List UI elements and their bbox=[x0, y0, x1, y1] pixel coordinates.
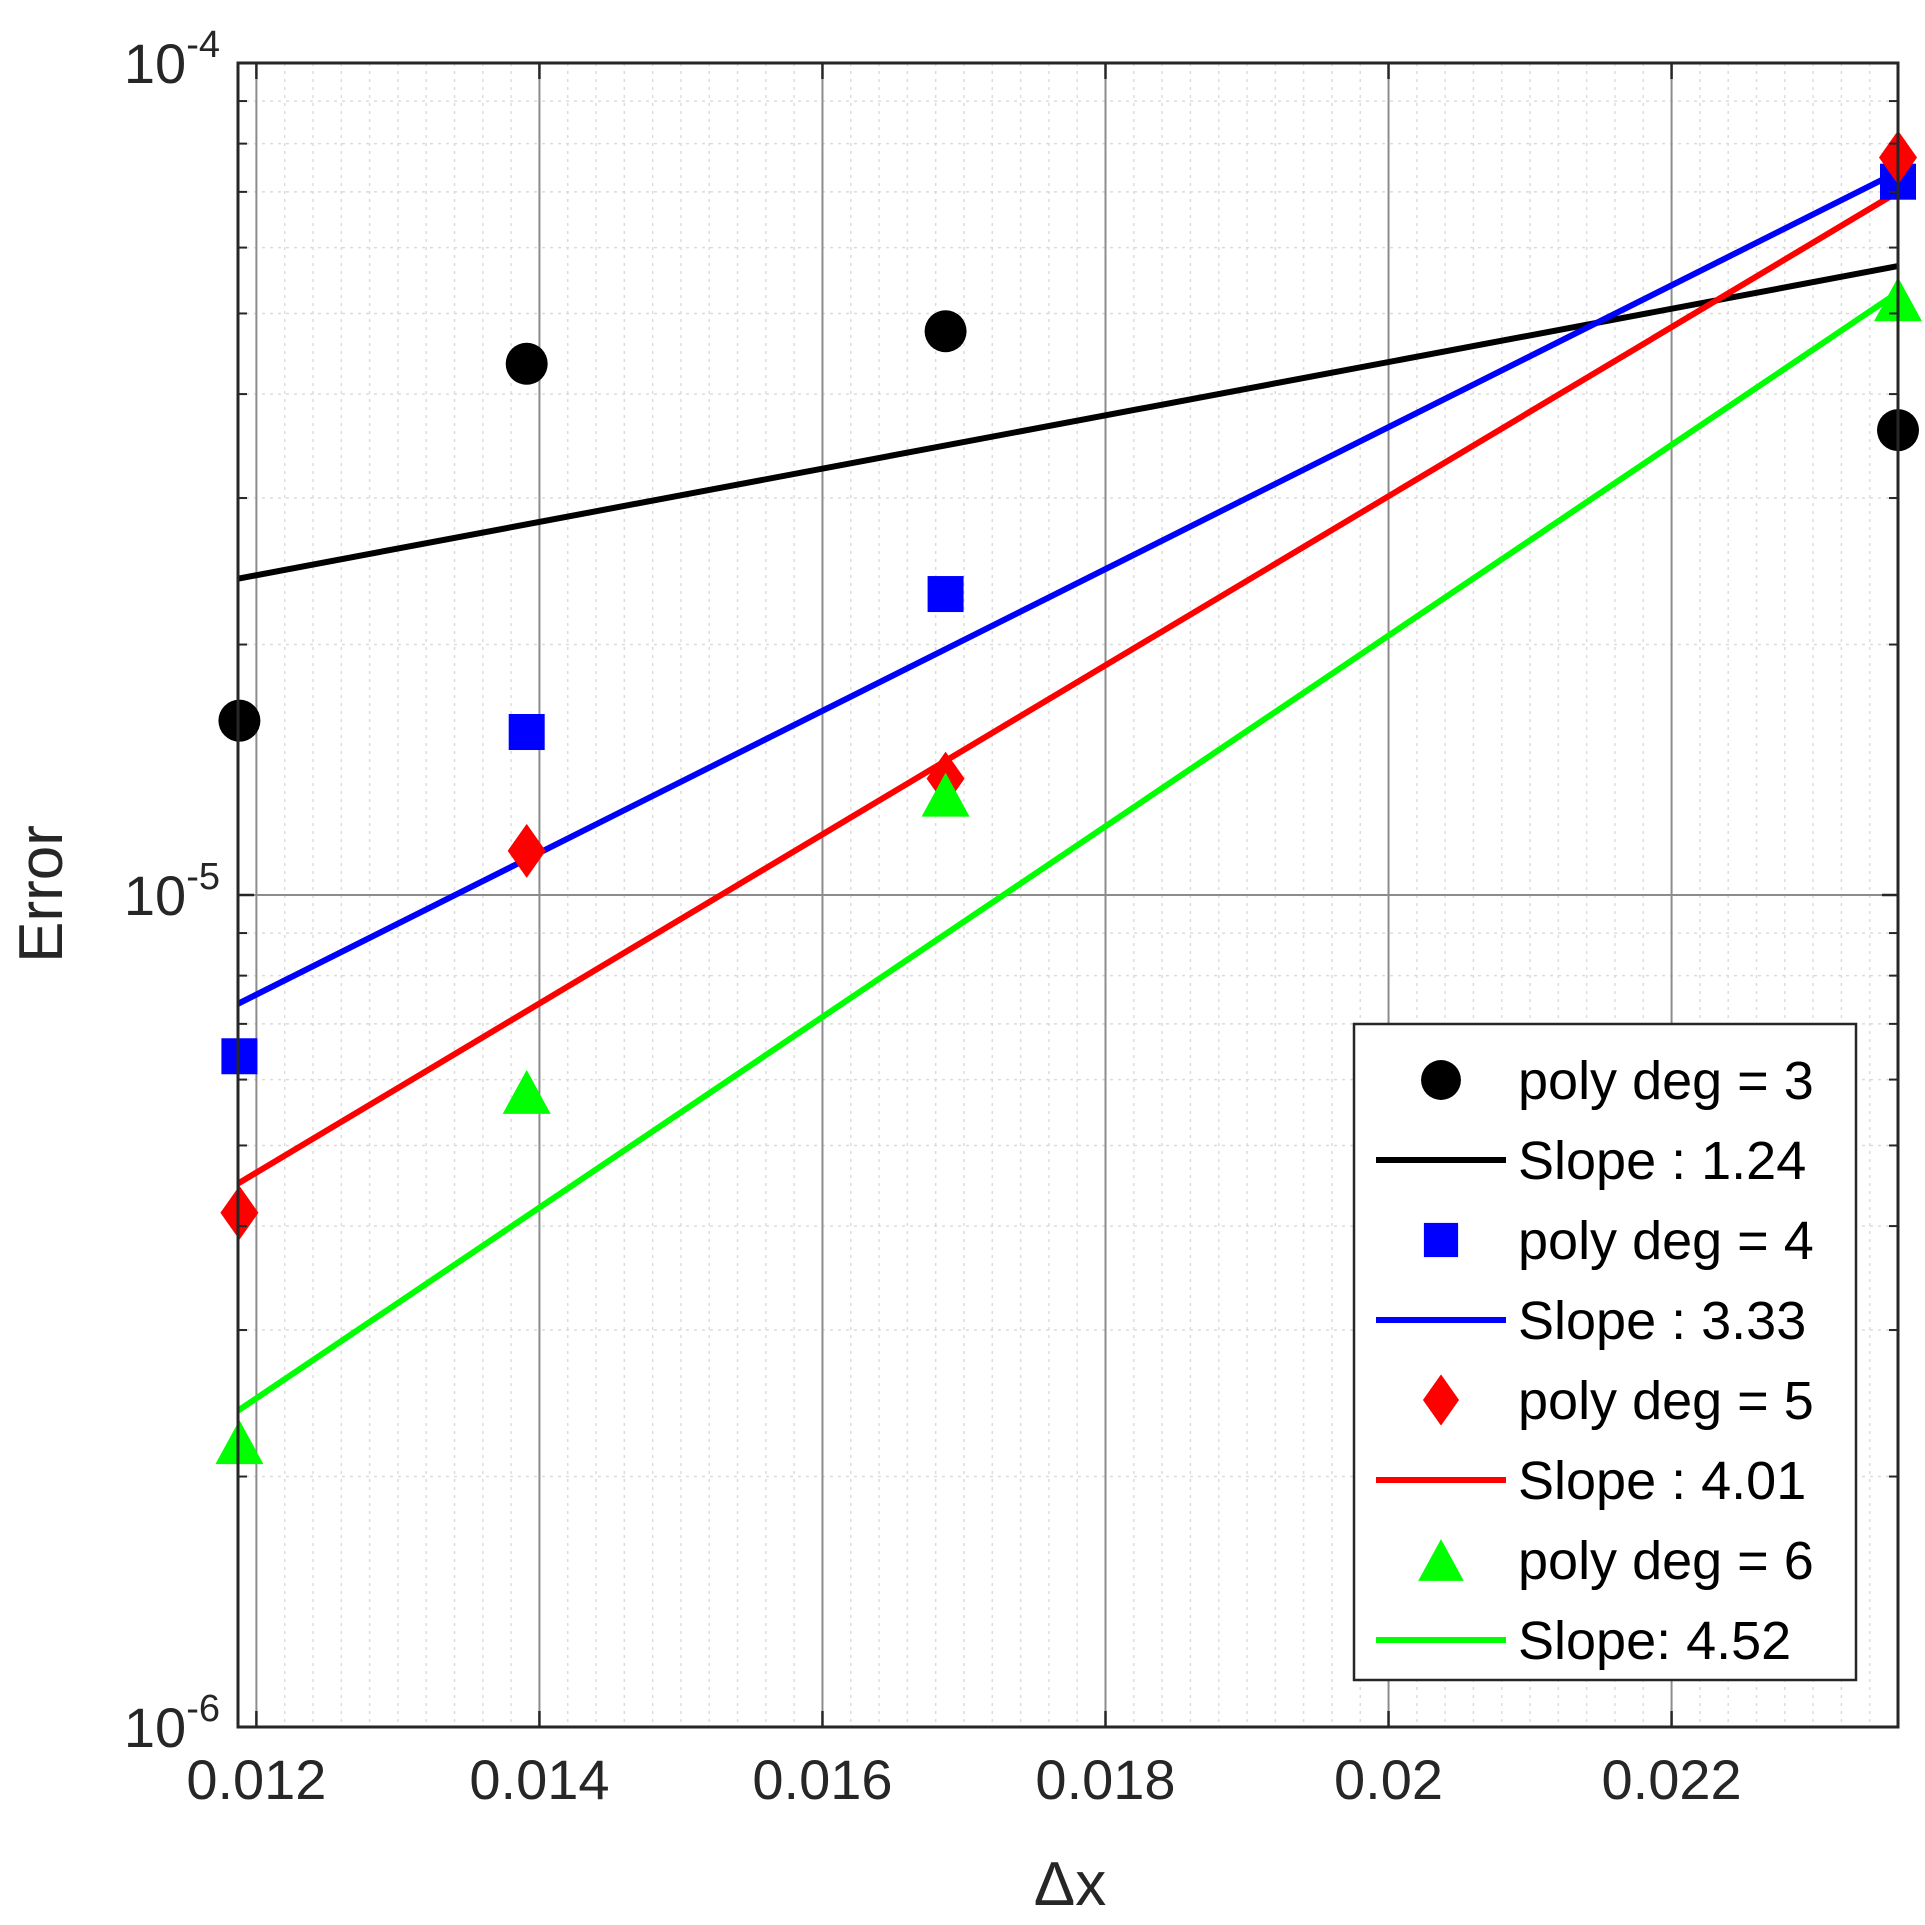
y-tick-label: 10-4 bbox=[124, 24, 220, 95]
fit-line-3 bbox=[236, 169, 1900, 1007]
legend-swatch-diamond bbox=[1422, 1374, 1460, 1426]
x-tick-label: 0.02 bbox=[1334, 1748, 1443, 1811]
legend-entry-label: poly deg = 4 bbox=[1518, 1211, 1814, 1271]
data-point-triangle bbox=[502, 1069, 551, 1114]
x-axis-label: Δx bbox=[1034, 1850, 1106, 1919]
data-point-circle bbox=[505, 342, 548, 385]
legend-entry-label: poly deg = 6 bbox=[1518, 1531, 1814, 1591]
legend-entry-label: poly deg = 5 bbox=[1518, 1371, 1814, 1431]
x-tick-label: 0.012 bbox=[186, 1748, 326, 1811]
data-point-triangle bbox=[921, 772, 970, 817]
tick-labels: 0.012 0.014 0.016 0.018 0.02 0.022 10-4 10-5 10-… bbox=[124, 24, 1742, 1811]
axis-ticks bbox=[238, 61, 1898, 1729]
data-point-diamond bbox=[507, 823, 546, 878]
legend-entry-label: poly deg = 3 bbox=[1518, 1051, 1814, 1111]
y-axis-label: Error bbox=[7, 825, 76, 963]
legend-swatch-circle bbox=[1421, 1060, 1461, 1100]
fit-lines bbox=[236, 169, 1900, 1414]
legend-entry-label: Slope : 1.24 bbox=[1518, 1131, 1806, 1191]
x-tick-label: 0.014 bbox=[469, 1748, 609, 1811]
data-point-square bbox=[927, 576, 964, 613]
legend-entry-label: Slope: 4.52 bbox=[1518, 1611, 1791, 1671]
x-tick-label: 0.022 bbox=[1602, 1748, 1742, 1811]
x-tick-label: 0.016 bbox=[752, 1748, 892, 1811]
data-point-square bbox=[508, 714, 545, 751]
x-tick-label: 0.018 bbox=[1035, 1748, 1175, 1811]
legend: poly deg = 3 Slope : 1.24 poly deg = 4 Slop… bbox=[1352, 1022, 1858, 1682]
legend-swatch-triangle bbox=[1418, 1539, 1464, 1581]
legend-entry-label: Slope : 4.01 bbox=[1518, 1451, 1806, 1511]
legend-swatch-square bbox=[1423, 1222, 1459, 1258]
fit-line-7 bbox=[236, 289, 1900, 1414]
legend-entry-label: Slope : 3.33 bbox=[1518, 1291, 1806, 1351]
y-tick-label: 10-5 bbox=[124, 856, 220, 927]
fit-line-5 bbox=[236, 189, 1900, 1187]
data-point-circle bbox=[924, 310, 967, 353]
y-tick-label: 10-6 bbox=[124, 1688, 220, 1759]
fit-line-1 bbox=[237, 263, 1899, 582]
